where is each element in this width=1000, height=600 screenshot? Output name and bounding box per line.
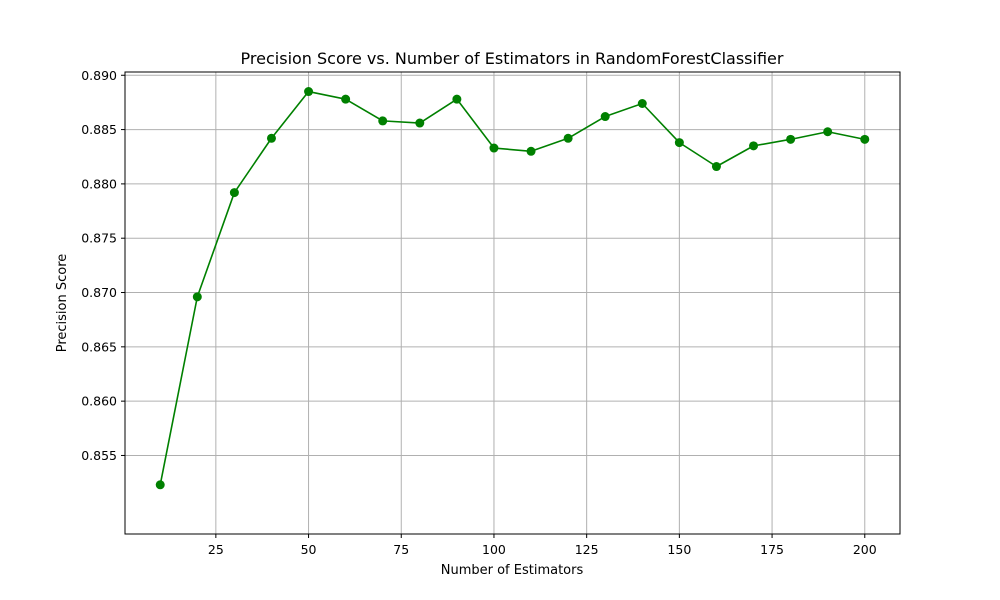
series-layer xyxy=(155,87,870,490)
data-point xyxy=(600,112,610,122)
data-point xyxy=(266,133,276,143)
data-point xyxy=(526,146,536,156)
data-point xyxy=(563,133,573,143)
data-point xyxy=(823,127,833,137)
y-tick-label: 0.875 xyxy=(81,231,117,246)
data-point xyxy=(155,480,165,490)
data-point xyxy=(786,134,796,144)
axis-ticks: 25 50 75 100 125 150 175 200 0.855 0.860 0.865 0.87… xyxy=(81,68,877,557)
data-point xyxy=(674,138,684,148)
y-tick-label: 0.855 xyxy=(81,448,117,463)
data-point xyxy=(304,87,314,97)
x-tick-label: 125 xyxy=(575,542,599,557)
x-axis-label: Number of Estimators xyxy=(441,563,584,578)
y-tick-label: 0.880 xyxy=(81,176,117,191)
series-line xyxy=(159,90,865,485)
data-point xyxy=(229,188,239,198)
data-point xyxy=(378,116,388,126)
y-axis-label: Precision Score xyxy=(55,254,70,353)
x-tick-label: 150 xyxy=(667,542,691,557)
x-tick-label: 75 xyxy=(393,542,409,557)
y-tick-label: 0.860 xyxy=(81,394,117,409)
y-tick-label: 0.890 xyxy=(81,68,117,83)
data-point xyxy=(637,99,647,109)
x-tick-label: 200 xyxy=(853,542,877,557)
data-point xyxy=(711,162,721,172)
data-point xyxy=(749,141,759,151)
data-point xyxy=(489,143,499,153)
data-point xyxy=(341,94,351,104)
y-tick-label: 0.865 xyxy=(81,339,117,354)
chart-title: Precision Score vs. Number of Estimators… xyxy=(241,49,784,68)
data-point xyxy=(860,134,870,144)
data-point xyxy=(192,292,202,302)
plot-area-frame xyxy=(124,71,901,535)
x-tick-label: 100 xyxy=(482,542,506,557)
y-tick-label: 0.870 xyxy=(81,285,117,300)
x-tick-label: 25 xyxy=(208,542,224,557)
data-point xyxy=(452,94,462,104)
grid xyxy=(125,72,900,534)
y-tick-label: 0.885 xyxy=(81,122,117,137)
x-tick-label: 50 xyxy=(301,542,317,557)
x-tick-label: 175 xyxy=(760,542,784,557)
data-point xyxy=(415,118,425,128)
